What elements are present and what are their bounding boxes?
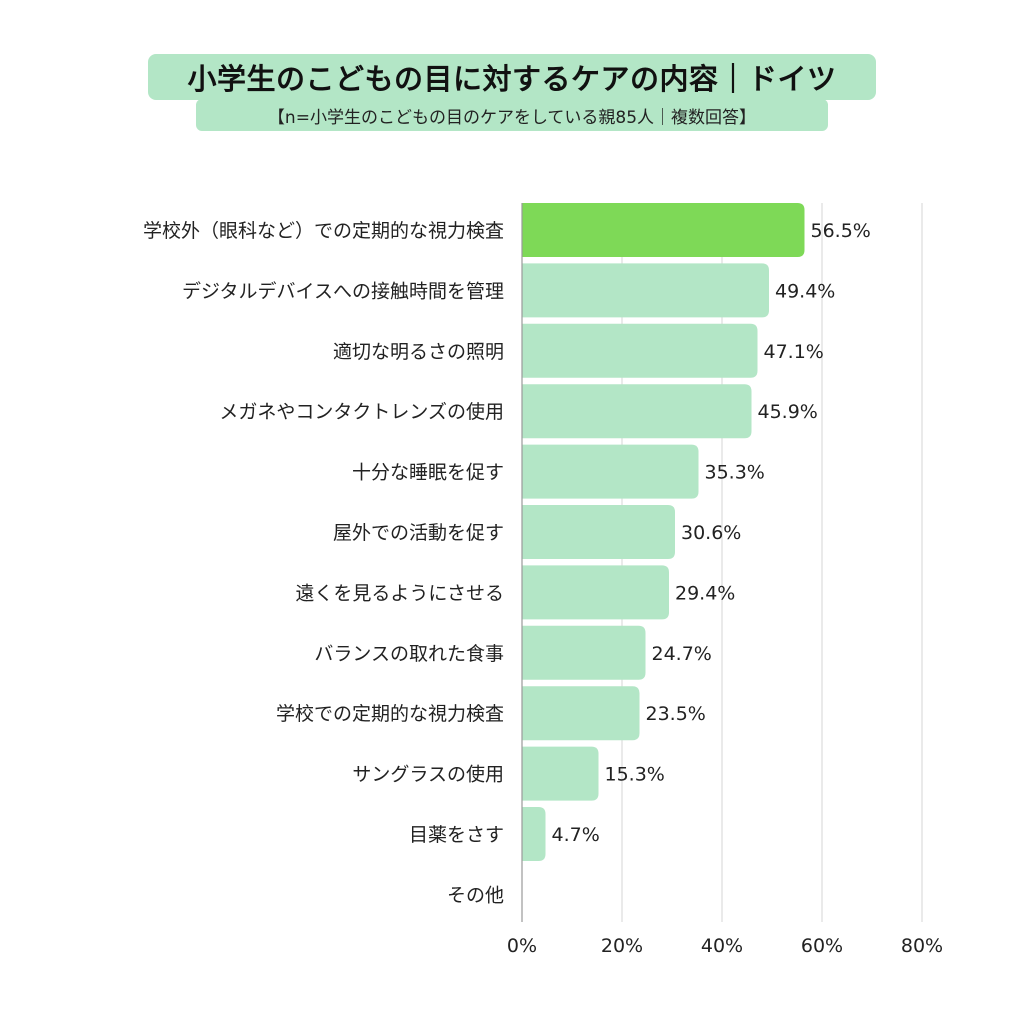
value-label: 35.3% bbox=[705, 462, 765, 484]
bar bbox=[522, 807, 546, 861]
bar bbox=[522, 203, 805, 257]
bar bbox=[522, 625, 646, 680]
category-label: 屋外での活動を促す bbox=[333, 522, 504, 544]
value-label: 24.7% bbox=[652, 643, 712, 665]
value-label: 45.9% bbox=[758, 401, 818, 423]
category-label: 学校外（眼科など）での定期的な視力検査 bbox=[143, 220, 504, 242]
chart-subtitle: 【n=小学生のこどもの目のケアをしている親85人｜複数回答】 bbox=[267, 107, 757, 128]
value-label: 49.4% bbox=[775, 280, 835, 302]
value-label: 30.6% bbox=[681, 522, 741, 544]
value-label: 23.5% bbox=[646, 703, 706, 725]
x-tick-label: 60% bbox=[801, 935, 843, 957]
category-label: 遠くを見るようにさせる bbox=[295, 582, 504, 604]
category-label: バランスの取れた食事 bbox=[314, 643, 504, 665]
chart-title: 小学生のこどもの目に対するケアの内容｜ドイツ bbox=[187, 62, 837, 96]
x-tick-label: 20% bbox=[601, 935, 643, 957]
bar bbox=[522, 263, 769, 318]
title-background bbox=[148, 54, 876, 100]
category-label: メガネやコンタクトレンズの使用 bbox=[219, 401, 504, 423]
bar bbox=[522, 444, 699, 499]
category-label: 学校での定期的な視力検査 bbox=[276, 703, 504, 725]
bar bbox=[522, 746, 599, 801]
value-label: 47.1% bbox=[764, 341, 824, 363]
x-tick-label: 40% bbox=[701, 935, 743, 957]
x-tick-label: 0% bbox=[507, 935, 537, 957]
bar bbox=[522, 565, 669, 620]
category-label: その他 bbox=[447, 884, 504, 906]
category-label: 十分な睡眠を促す bbox=[352, 462, 504, 484]
value-label: 15.3% bbox=[605, 764, 665, 786]
value-label: 56.5% bbox=[811, 220, 871, 242]
category-label: サングラスの使用 bbox=[352, 764, 504, 786]
bar bbox=[522, 686, 640, 741]
value-label: 4.7% bbox=[552, 824, 600, 846]
bar bbox=[522, 505, 675, 559]
category-label: 適切な明るさの照明 bbox=[333, 341, 504, 363]
bar bbox=[522, 384, 752, 439]
subtitle-background bbox=[196, 99, 828, 131]
category-label: 目薬をさす bbox=[409, 824, 504, 846]
bar bbox=[522, 323, 758, 378]
value-label: 29.4% bbox=[675, 582, 735, 604]
category-label: デジタルデバイスへの接触時間を管理 bbox=[182, 280, 504, 302]
x-tick-label: 80% bbox=[901, 935, 943, 957]
